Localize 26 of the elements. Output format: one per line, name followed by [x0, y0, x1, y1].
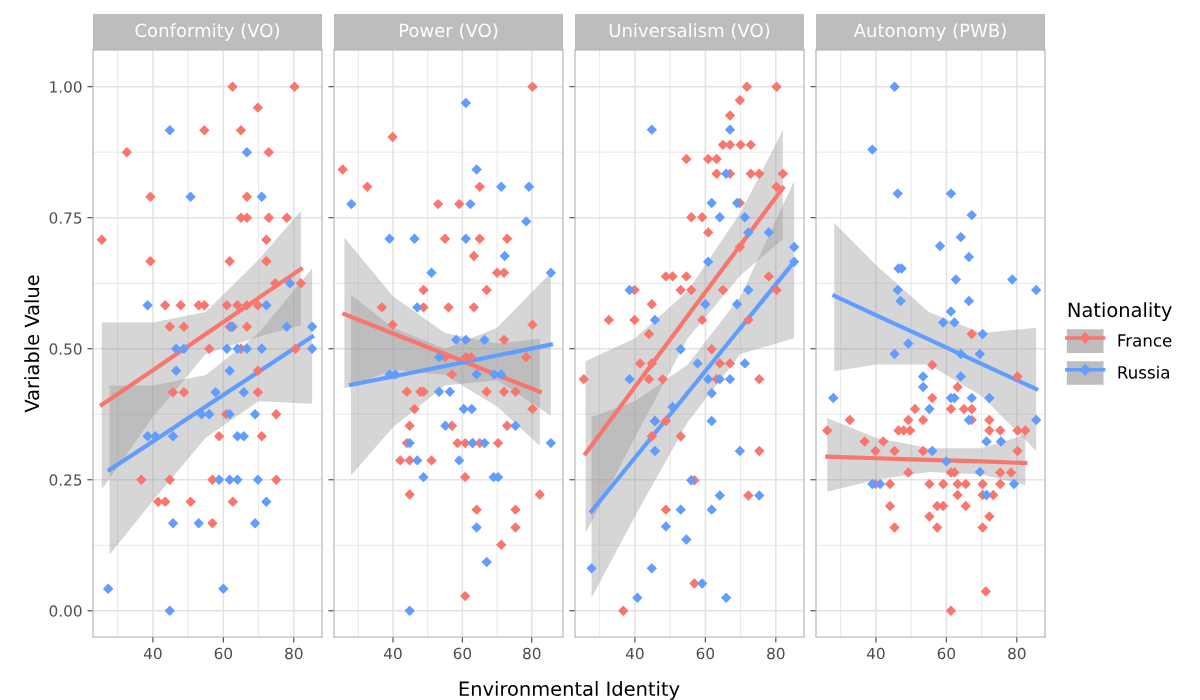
x-tick-label: 40	[384, 647, 402, 660]
legend-label: Russia	[1118, 365, 1169, 379]
legend-title: Nationality	[1068, 302, 1172, 321]
y-tick-label: 0.00	[49, 605, 82, 617]
chart-title: Autonomy (PWB)	[853, 23, 1006, 41]
chart-title: Universalism (VO)	[609, 23, 770, 40]
x-tick-label: 80	[767, 647, 785, 660]
x-tick-label: 60	[937, 647, 956, 660]
x-axis-title: Environmental Identity	[459, 681, 680, 700]
x-tick-label: 80	[285, 647, 303, 660]
x-tick-label: 40	[143, 647, 162, 660]
y-axis-title: Variable Value	[24, 275, 40, 413]
chart-title: Conformity (VO)	[135, 23, 279, 41]
x-tick-label: 80	[1008, 647, 1026, 660]
x-tick-label: 60	[214, 647, 233, 660]
x-tick-label: 40	[625, 647, 644, 660]
y-tick-label: 0.25	[49, 474, 82, 486]
y-tick-label: 0.50	[49, 343, 82, 355]
legend-label: France	[1118, 334, 1172, 347]
x-tick-label: 40	[866, 647, 885, 660]
x-tick-label: 60	[696, 647, 715, 660]
chart-title: Power (VO)	[399, 23, 498, 40]
y-tick-label: 0.75	[49, 212, 82, 224]
x-tick-label: 80	[523, 647, 541, 660]
y-tick-label: 1.00	[50, 81, 82, 93]
x-tick-label: 60	[453, 647, 472, 660]
